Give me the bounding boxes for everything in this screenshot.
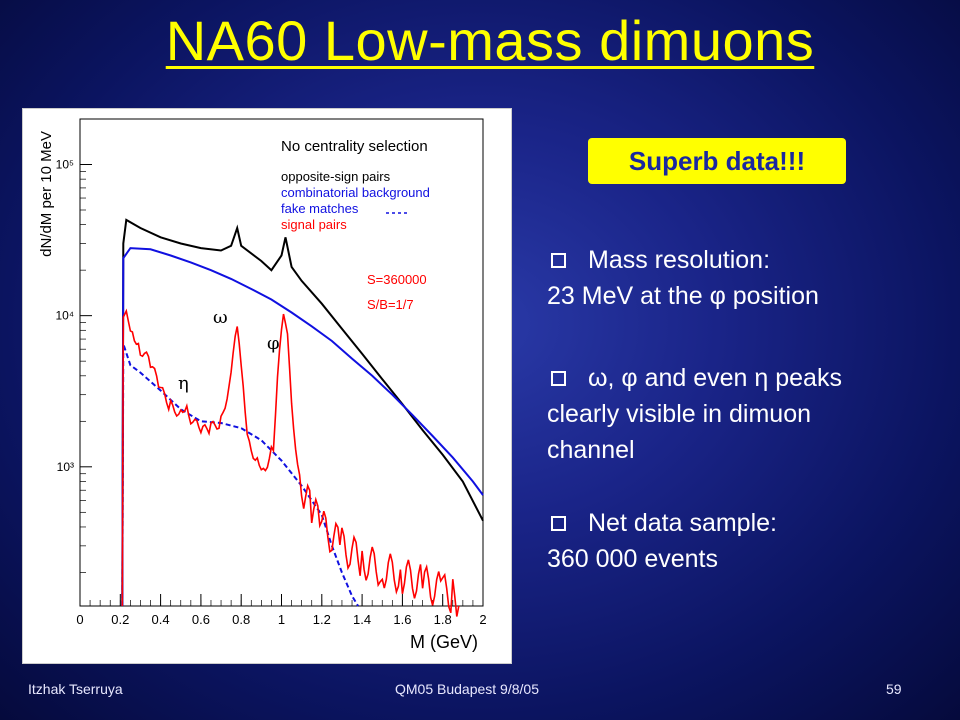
bullet-mass-resolution: Mass resolution: 23 MeV at the φ positio… <box>547 242 947 314</box>
bullet-text: Net data sample: <box>588 509 777 537</box>
chart-panel: No centrality selection opposite-sign pai… <box>22 108 512 664</box>
x-tick-label: 1 <box>278 612 285 627</box>
footer-author: Itzhak Tserruya <box>28 681 123 697</box>
x-tick-label: 0.8 <box>232 612 250 627</box>
x-axis-label: M (GeV) <box>410 632 478 652</box>
x-tick-label: 0.6 <box>192 612 210 627</box>
bullet-text: 23 MeV at the φ position <box>547 282 819 310</box>
annotation-omega: ω <box>213 307 228 328</box>
x-tick-label: 0.4 <box>152 612 170 627</box>
y-tick-label: 10⁵ <box>56 158 74 172</box>
annotation-eta: η <box>178 373 189 394</box>
signal-series <box>121 308 460 617</box>
legend-entry: fake matches <box>281 201 359 216</box>
bullet-text: Mass resolution: <box>588 246 771 274</box>
legend-entry: combinatorial background <box>281 185 430 200</box>
bullet-text: clearly visible in dimuon <box>547 400 812 428</box>
combinatorial-background-series <box>121 247 484 607</box>
annotation-s-over-b: S/B=1/7 <box>367 297 414 312</box>
x-tick-label: 0.2 <box>111 612 129 627</box>
x-tick-label: 1.4 <box>353 612 371 627</box>
bullet-text: channel <box>547 436 635 464</box>
bullet-data-sample: Net data sample: 360 000 events <box>547 505 947 577</box>
footer-page-number: 59 <box>886 681 902 697</box>
bullet-text: 360 000 events <box>547 545 718 573</box>
x-tick-label: 2 <box>479 612 486 627</box>
opposite-sign-series <box>121 218 484 607</box>
annotation-signal-count: S=360000 <box>367 272 427 287</box>
superb-data-callout: Superb data!!! <box>588 138 846 184</box>
legend-entry: signal pairs <box>281 217 347 232</box>
annotation-phi: φ <box>267 333 280 354</box>
y-axis-label: dN/dM per 10 MeV <box>38 131 55 257</box>
fake-matches-series <box>121 343 359 607</box>
x-tick-label: 0 <box>76 612 83 627</box>
y-tick-label: 10³ <box>57 460 74 474</box>
chart: No centrality selection opposite-sign pai… <box>38 118 487 652</box>
bullet-text: ω, φ and even η peaks <box>588 364 842 392</box>
x-tick-label: 1.8 <box>434 612 452 627</box>
legend: No centrality selection opposite-sign pai… <box>281 138 430 232</box>
legend-entry: opposite-sign pairs <box>281 169 391 184</box>
footer-event: QM05 Budapest 9/8/05 <box>395 681 539 697</box>
slide-title: NA60 Low-mass dimuons <box>165 9 815 72</box>
x-tick-label: 1.2 <box>313 612 331 627</box>
x-tick-label: 1.6 <box>393 612 411 627</box>
bullet-square-icon <box>551 252 566 268</box>
bullet-peaks: ω, φ and even η peaks clearly visible in… <box>547 360 947 468</box>
bullet-square-icon <box>551 370 566 386</box>
legend-title: No centrality selection <box>281 138 428 155</box>
y-tick-label: 10⁴ <box>55 309 74 323</box>
bullet-square-icon <box>551 515 566 531</box>
